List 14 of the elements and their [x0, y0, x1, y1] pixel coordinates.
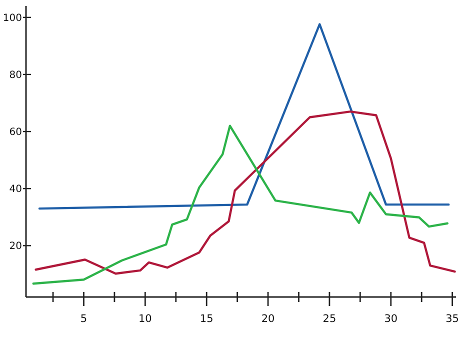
y-tick-label: 80: [9, 70, 22, 81]
y-tick-label: 20: [9, 241, 22, 252]
line-series: [34, 110, 456, 275]
x-tick-label: 35: [446, 313, 459, 325]
x-tick-label: 10: [138, 313, 152, 325]
y-tick-label: 60: [9, 127, 22, 138]
x-tick-label: 30: [384, 313, 398, 325]
y-tick-label: 100: [2, 12, 22, 24]
x-tick-label: 20: [261, 313, 275, 325]
x-tick-label: 5: [80, 313, 88, 325]
x-tick-label: 15: [200, 313, 214, 325]
y-tick-label: 40: [9, 184, 22, 196]
x-tick-label: 25: [322, 313, 336, 325]
line-series: [32, 124, 448, 285]
